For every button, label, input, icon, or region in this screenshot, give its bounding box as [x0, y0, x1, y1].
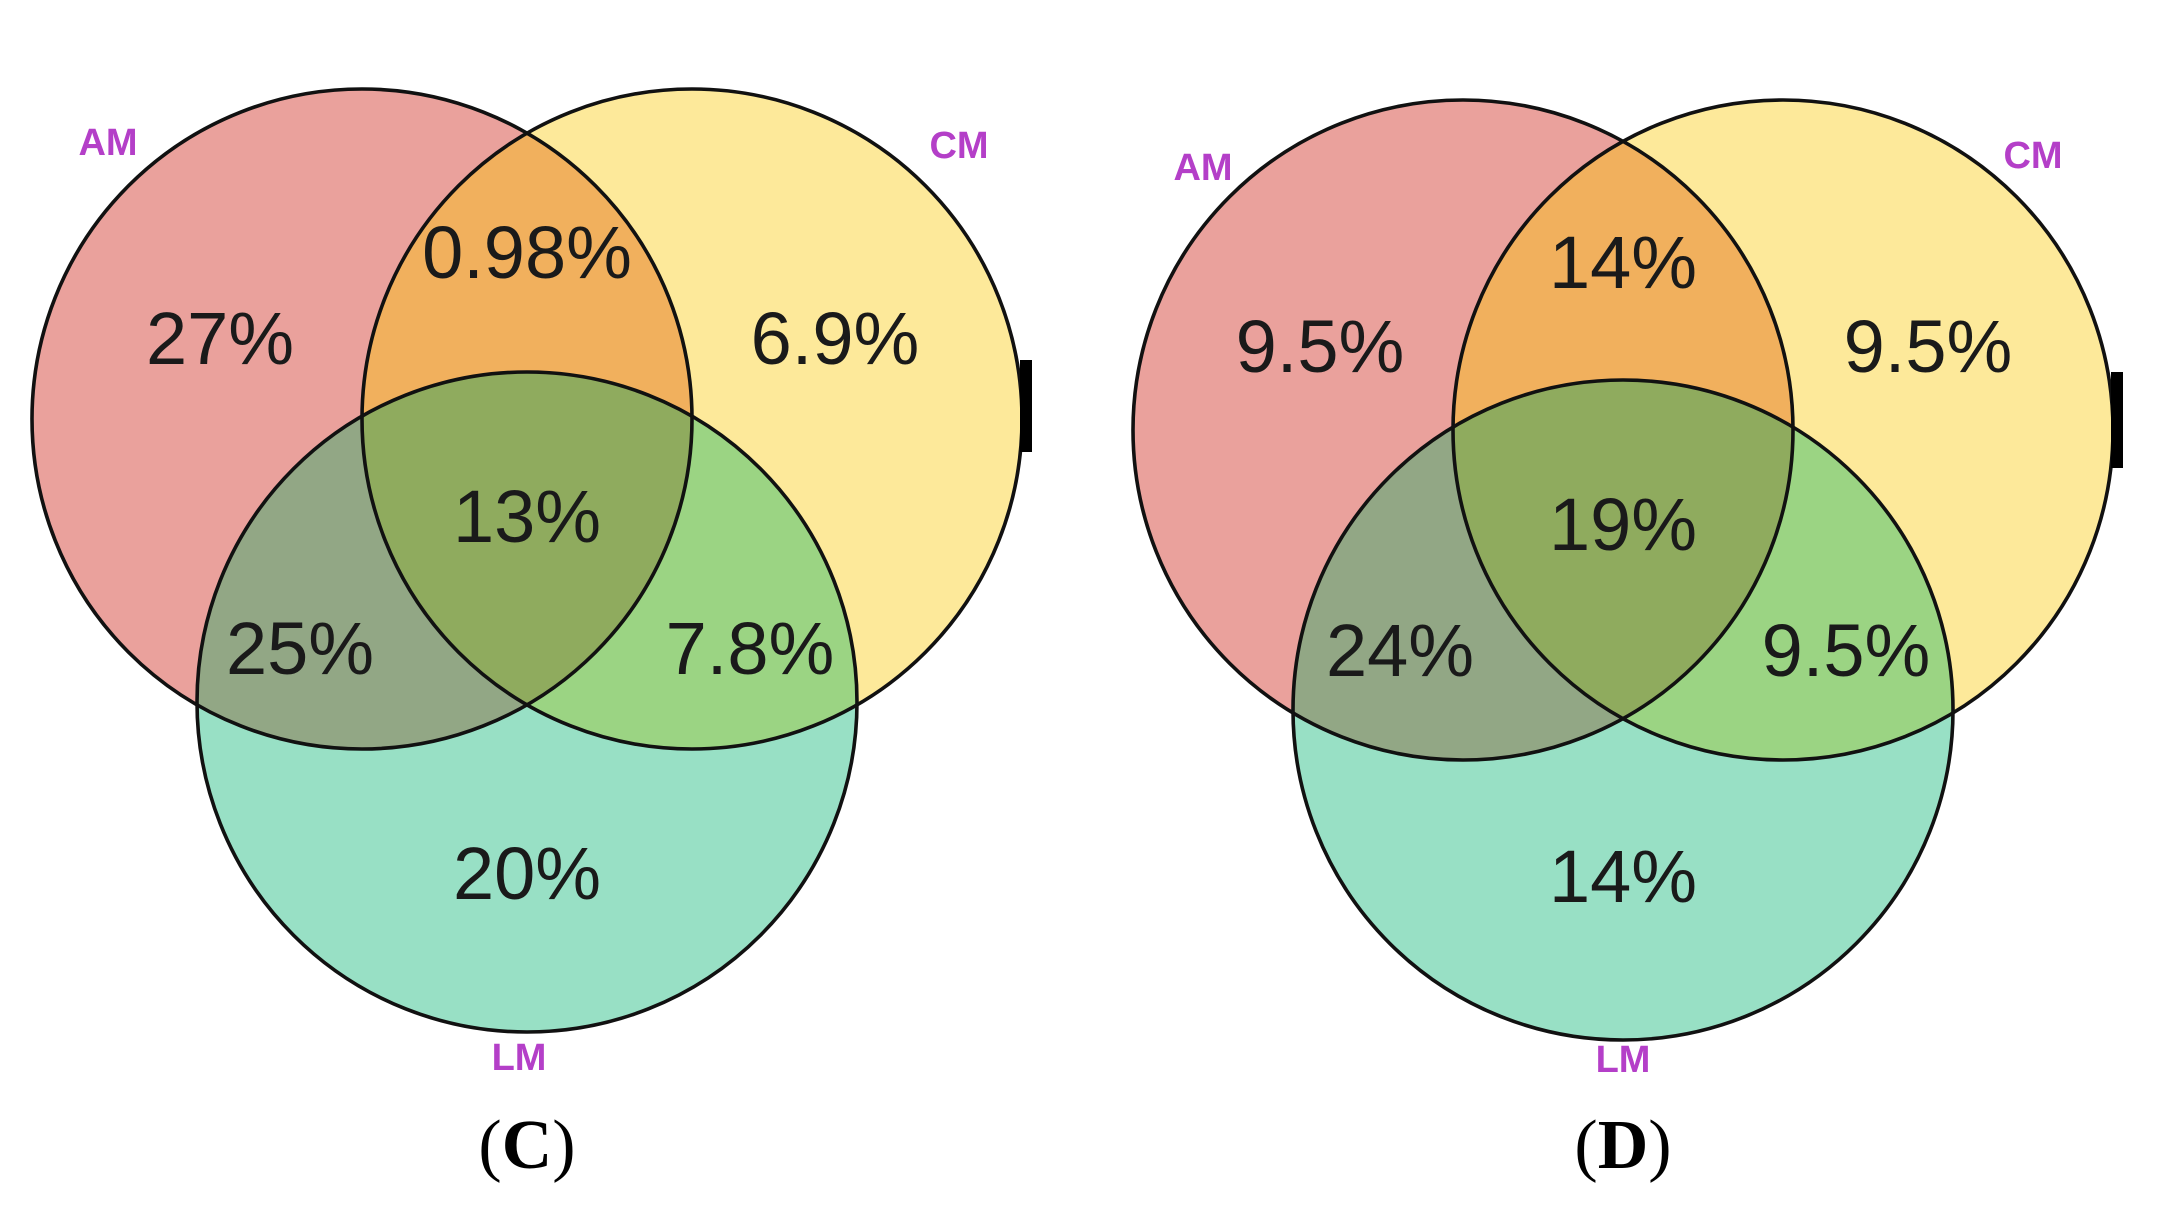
venn-fills-c [32, 89, 1022, 1032]
circle-am-c [30, 87, 694, 751]
region-label-lm-only: 14% [1549, 835, 1697, 918]
region-label-am-only: 9.5% [1236, 305, 1405, 388]
region-label-am-lm: 25% [226, 607, 374, 690]
venn-panel-d: AM CM LM 9.5% 14% 9.5% 19% 24% 9.5% 14% … [1131, 98, 2123, 1184]
set-label-cm: CM [929, 125, 988, 167]
region-label-cm-only: 6.9% [751, 297, 920, 380]
set-label-lm: LM [492, 1037, 547, 1079]
set-label-lm: LM [1596, 1039, 1651, 1081]
edge-tick-d [2111, 372, 2123, 468]
region-label-lm-only: 20% [453, 832, 601, 915]
region-label-all-three: 13% [453, 475, 601, 558]
set-label-am: AM [1173, 147, 1232, 189]
venn-panel-c: AM CM LM 27% 0.98% 6.9% 13% 25% 7.8% 20%… [30, 87, 1032, 1184]
panel-caption-c: (C) [478, 1107, 575, 1184]
panel-caption-d: (D) [1574, 1107, 1671, 1184]
region-label-am-cm: 0.98% [422, 211, 632, 294]
region-label-am-cm: 14% [1549, 221, 1697, 304]
edge-tick-c [1020, 360, 1032, 452]
region-label-am-lm: 24% [1326, 609, 1474, 692]
region-fill-all-three [362, 372, 692, 749]
set-label-am: AM [78, 122, 137, 164]
region-label-cm-lm: 9.5% [1762, 609, 1931, 692]
region-label-am-only: 27% [146, 297, 294, 380]
venn-fills-d [1133, 100, 2113, 1040]
circle-lm-c [195, 370, 859, 1034]
region-label-cm-lm: 7.8% [666, 607, 835, 690]
region-label-cm-only: 9.5% [1844, 305, 2013, 388]
circle-lm-d [1291, 378, 1955, 1042]
circle-am-d [1131, 98, 1795, 762]
set-label-cm: CM [2003, 135, 2062, 177]
region-label-all-three: 19% [1549, 483, 1697, 566]
